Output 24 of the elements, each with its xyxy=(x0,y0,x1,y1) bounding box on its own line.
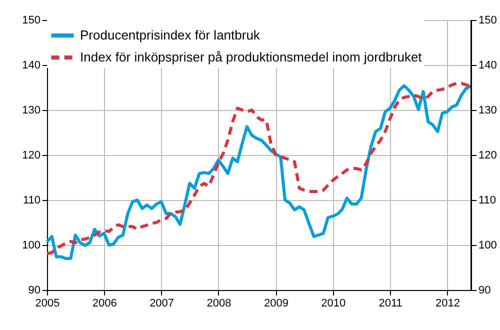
x-tick-label: 2012 xyxy=(435,298,460,310)
x-tick-label: 2005 xyxy=(35,298,60,310)
x-tick-label: 2011 xyxy=(378,298,402,310)
x-tick-label: 2010 xyxy=(321,298,346,310)
y2-tick-label: 140 xyxy=(478,60,497,72)
x-tick-label: 2008 xyxy=(206,298,232,310)
y-tick-label: 90 xyxy=(28,284,40,296)
y-tick-label: 120 xyxy=(22,150,40,162)
x-tick-label: 2006 xyxy=(92,298,117,310)
x-tick-label: 2009 xyxy=(264,298,288,310)
y-tick-label: 100 xyxy=(22,240,40,252)
y-tick-label: 140 xyxy=(22,60,40,72)
legend-label: Producentprisindex för lantbruk xyxy=(80,28,260,42)
y-tick-label: 130 xyxy=(22,104,40,116)
y2-tick-label: 130 xyxy=(478,104,497,116)
y2-tick-label: 150 xyxy=(478,14,497,26)
y-tick-label: 110 xyxy=(22,194,40,206)
y2-tick-label: 120 xyxy=(478,150,497,162)
y2-tick-label: 110 xyxy=(478,194,496,206)
legend-label: Index för inköpspriser på produktionsmedel inom jordbruket xyxy=(80,50,422,64)
y2-tick-label: 90 xyxy=(478,284,491,296)
y2-tick-label: 100 xyxy=(478,240,497,252)
y-tick-label: 150 xyxy=(22,14,40,26)
x-tick-label: 2007 xyxy=(150,298,174,310)
